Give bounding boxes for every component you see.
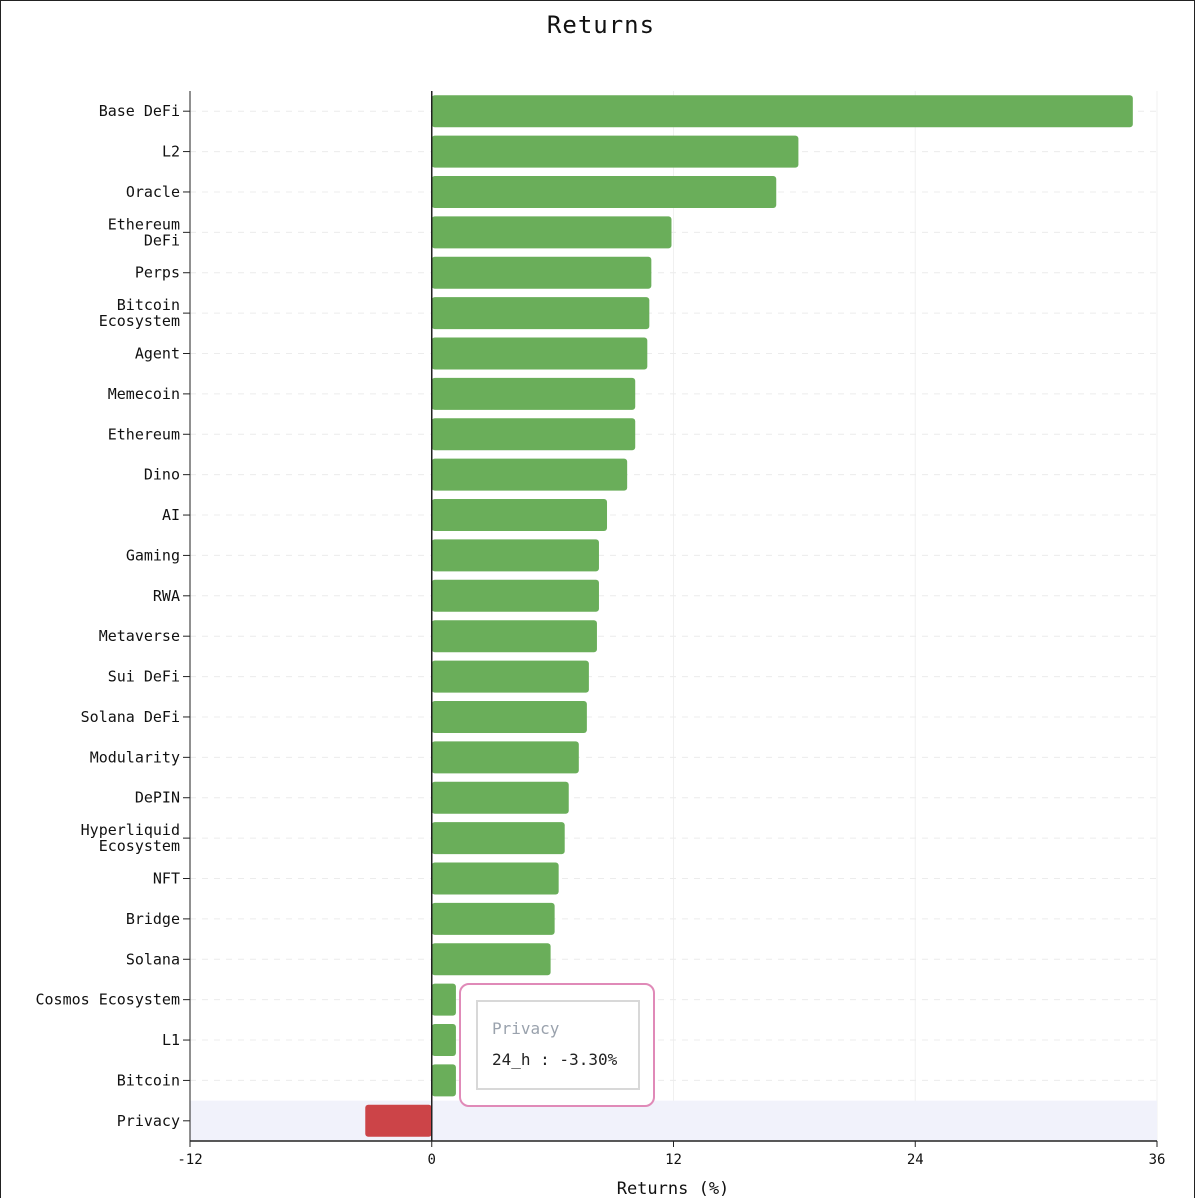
bar-perps[interactable] xyxy=(431,256,652,289)
tooltip-title: Privacy xyxy=(492,1019,560,1038)
bars-layer xyxy=(365,95,1133,1137)
bar-oracle[interactable] xyxy=(431,175,777,208)
category-label: Base DeFi xyxy=(99,102,180,120)
category-label: Cosmos Ecosystem xyxy=(36,991,181,1009)
bar-rwa[interactable] xyxy=(431,579,599,612)
category-label: Gaming xyxy=(126,546,180,564)
category-label: Dino xyxy=(144,466,180,484)
bar-agent[interactable] xyxy=(431,337,648,370)
category-label: L1 xyxy=(162,1031,180,1049)
category-label: Oracle xyxy=(126,183,180,201)
category-label: L2 xyxy=(162,143,180,161)
category-label: Bitcoin xyxy=(117,1071,180,1089)
bar-metaverse[interactable] xyxy=(431,620,597,653)
category-label: Ethereum xyxy=(108,425,180,443)
tooltip-box: Privacy 24_h : -3.30% xyxy=(476,1000,640,1090)
category-label: NFT xyxy=(153,870,180,888)
category-label: Ethereum DeFi xyxy=(108,215,180,249)
category-label: Perps xyxy=(135,264,180,282)
highlight-layer xyxy=(190,1100,1157,1141)
bar-cosmos-ecosystem[interactable] xyxy=(431,983,456,1016)
category-label: RWA xyxy=(153,587,180,605)
axes-layer xyxy=(183,91,1158,1147)
category-label: AI xyxy=(162,506,180,524)
category-labels: Base DeFi L2 Oracle Ethereum DeFi Perps Bitcoi… xyxy=(36,102,181,1130)
bar-hyperliquid-ecosystem[interactable] xyxy=(431,822,565,855)
x-axis-title: Returns (%) xyxy=(617,1179,730,1199)
bar-base-defi[interactable] xyxy=(431,95,1133,128)
x-tick-label: 0 xyxy=(428,1152,436,1168)
grid-layer xyxy=(189,91,1158,1141)
category-label: Bridge xyxy=(126,910,180,928)
bar-bitcoin-ecosystem[interactable] xyxy=(431,297,650,330)
bar-nft[interactable] xyxy=(431,862,559,895)
bar-solana[interactable] xyxy=(431,943,551,976)
category-label: DePIN xyxy=(135,789,180,807)
x-tick-labels: -12 0 12 24 36 xyxy=(177,1152,1165,1168)
chart-tooltip: Privacy 24_h : -3.30% xyxy=(459,983,655,1107)
tooltip-value: 24_h : -3.30% xyxy=(492,1050,618,1069)
x-tick-label: 12 xyxy=(665,1152,682,1168)
bar-bridge[interactable] xyxy=(431,902,555,935)
category-label: Bitcoin Ecosystem xyxy=(99,296,180,330)
category-label: Privacy xyxy=(117,1112,180,1130)
bar-modularity[interactable] xyxy=(431,741,579,774)
category-label: Solana xyxy=(126,950,180,968)
bar-dino[interactable] xyxy=(431,458,628,491)
highlight-band xyxy=(190,1100,1157,1141)
bar-ethereum[interactable] xyxy=(431,418,636,451)
bar-solana-defi[interactable] xyxy=(431,700,587,733)
category-label: Hyperliquid Ecosystem xyxy=(81,821,180,855)
category-label: Agent xyxy=(135,345,180,363)
category-label: Metaverse xyxy=(99,627,180,645)
x-tick-label: 24 xyxy=(907,1152,924,1168)
category-label: Modularity xyxy=(90,748,180,766)
category-label: Memecoin xyxy=(108,385,180,403)
x-tick-label: -12 xyxy=(177,1152,202,1168)
bar-memecoin[interactable] xyxy=(431,377,636,410)
chart-title: Returns xyxy=(547,11,655,39)
category-label: Solana DeFi xyxy=(81,708,180,726)
bar-l2[interactable] xyxy=(431,135,799,168)
bar-privacy[interactable] xyxy=(365,1104,432,1137)
bar-sui-defi[interactable] xyxy=(431,660,589,693)
x-tick-label: 36 xyxy=(1149,1152,1166,1168)
bar-ai[interactable] xyxy=(431,499,608,532)
category-label: Sui DeFi xyxy=(108,668,180,686)
bar-depin[interactable] xyxy=(431,781,569,814)
bar-gaming[interactable] xyxy=(431,539,599,572)
bar-ethereum-defi[interactable] xyxy=(431,216,672,249)
bar-l1[interactable] xyxy=(431,1024,456,1057)
bar-bitcoin[interactable] xyxy=(431,1064,456,1097)
